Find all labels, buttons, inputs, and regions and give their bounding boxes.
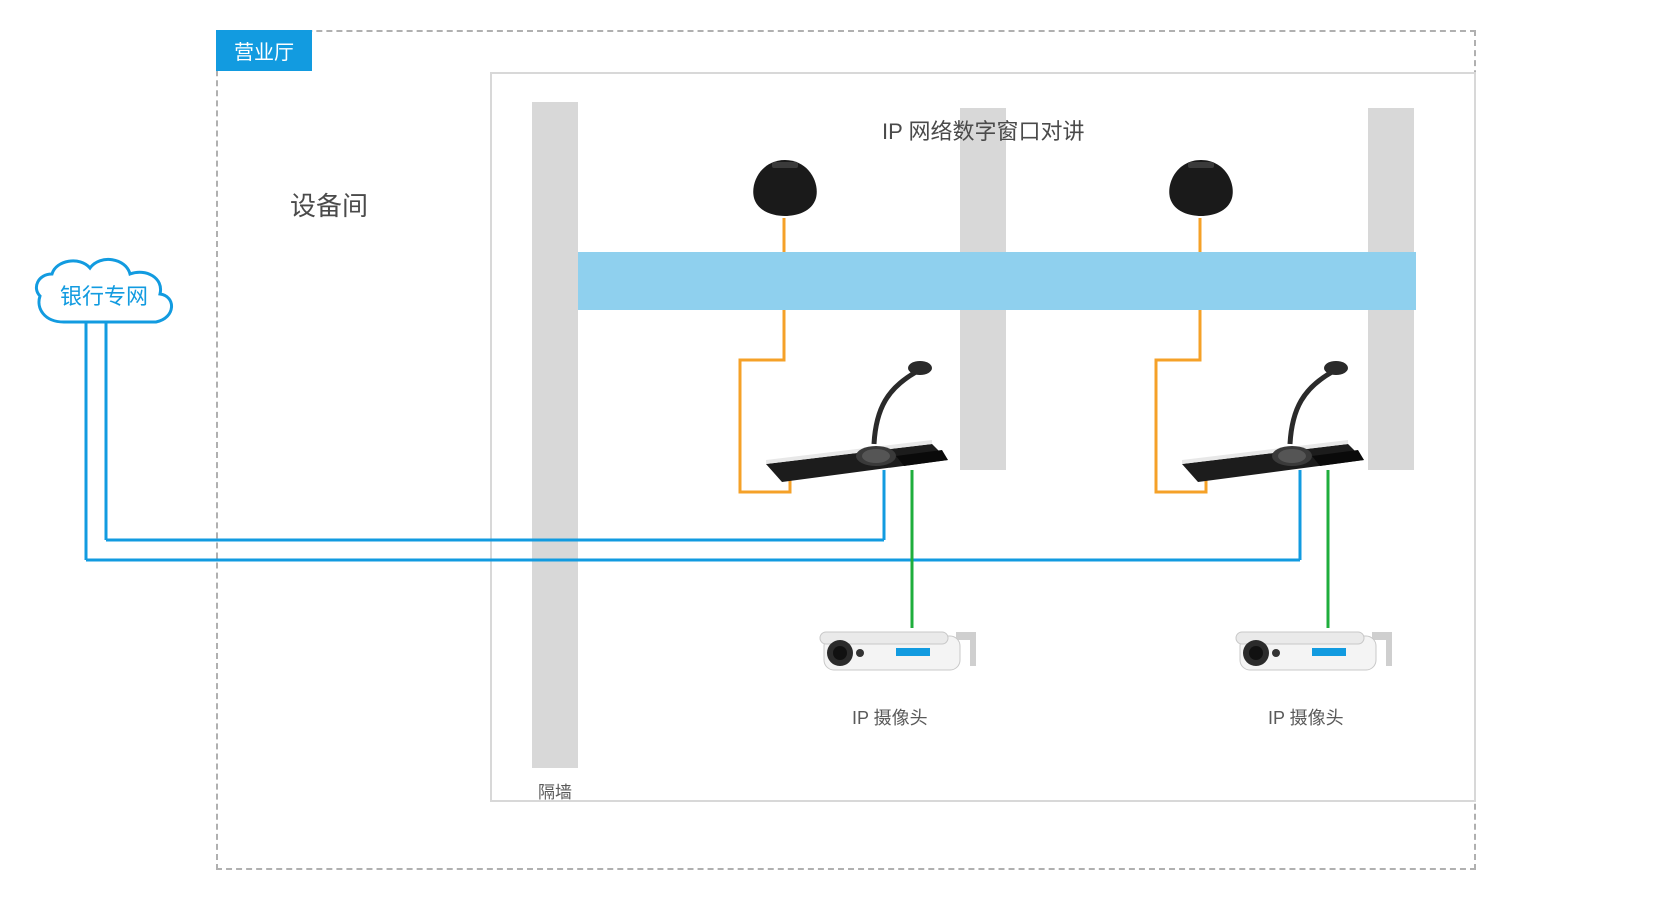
hall-tag: 营业厅 <box>216 30 312 71</box>
partition-wall-main <box>532 102 578 768</box>
intercom-icon <box>756 348 926 418</box>
counter-band <box>578 252 1416 310</box>
ip-camera-icon <box>1222 612 1402 682</box>
ip-camera-icon <box>806 612 986 682</box>
camera-label-1: IP 摄像头 <box>852 704 928 730</box>
speaker-icon <box>1158 156 1244 218</box>
intercom-header-label: IP 网络数字窗口对讲 <box>882 114 1085 146</box>
diagram-canvas: 营业厅 设备间 IP 网络数字窗口对讲 隔墙 银行专网 <box>0 0 1667 917</box>
speaker-icon <box>742 156 828 218</box>
partition-wall-label: 隔墙 <box>538 778 572 803</box>
equipment-room-label: 设备间 <box>290 186 368 223</box>
camera-label-2: IP 摄像头 <box>1268 704 1344 730</box>
intercom-icon <box>1172 348 1342 418</box>
bank-network-cloud-icon: 银行专网 <box>24 252 184 348</box>
cloud-label: 银行专网 <box>60 284 148 309</box>
